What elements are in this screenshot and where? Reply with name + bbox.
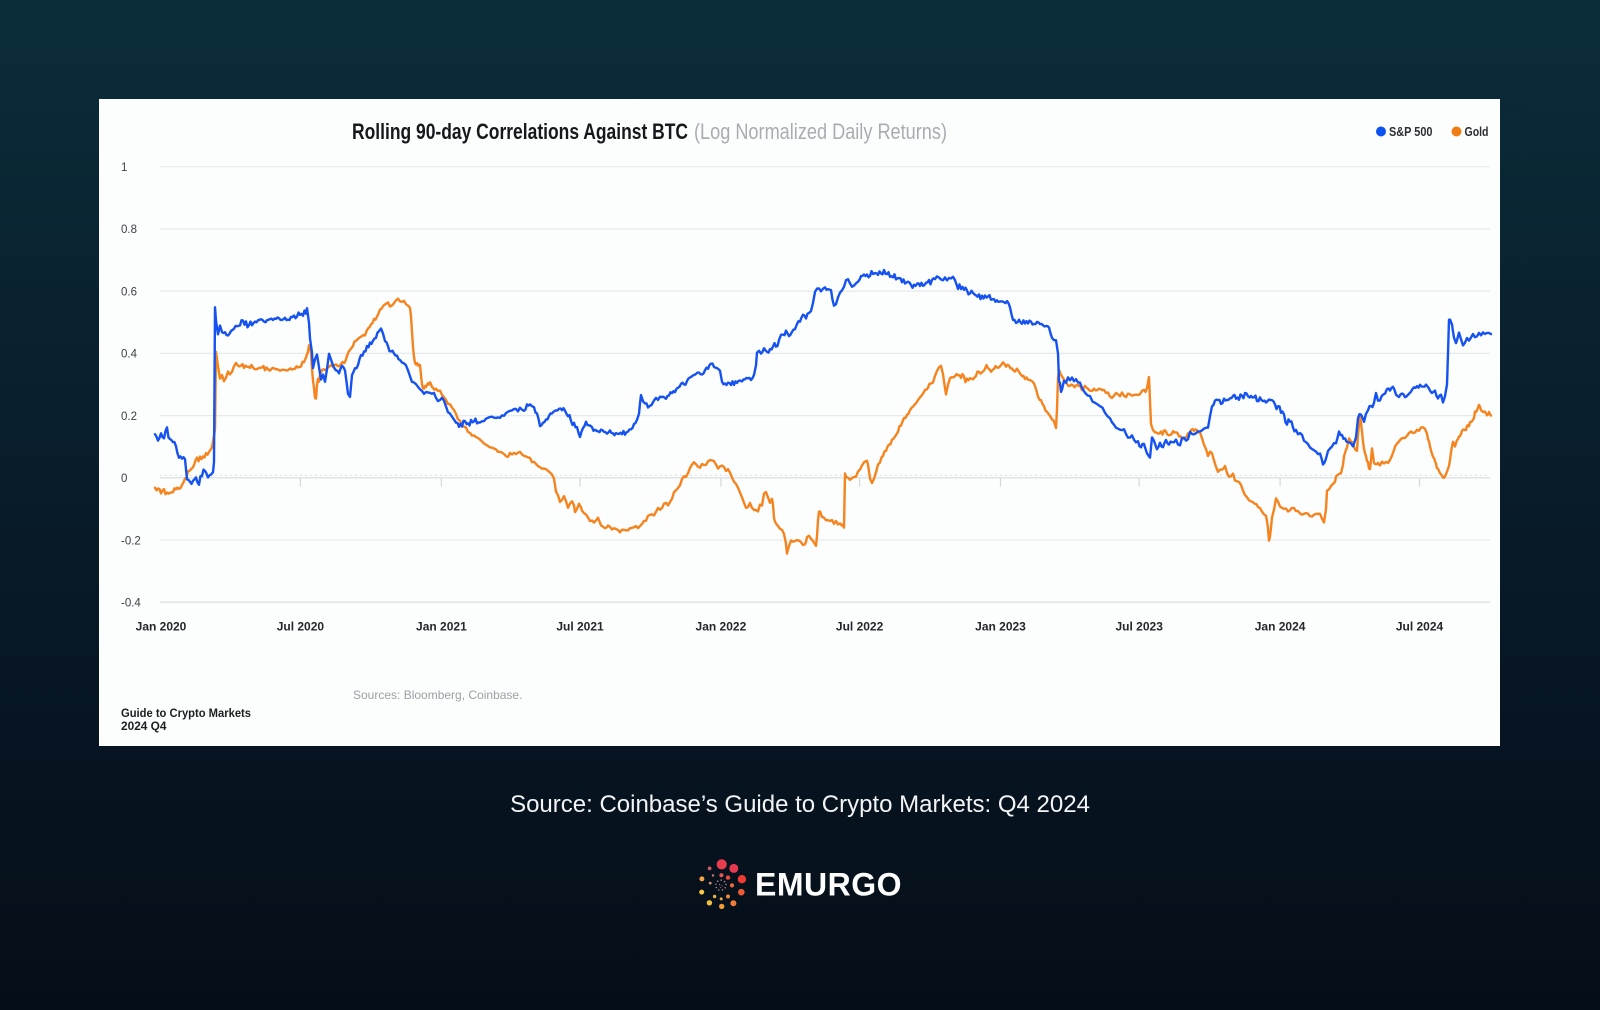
svg-text:Jul 2024: Jul 2024 <box>1396 620 1444 634</box>
svg-text:0.2: 0.2 <box>121 411 137 423</box>
svg-text:Source: Coinbase’s Guide to Cr: Source: Coinbase’s Guide to Crypto Marke… <box>510 791 1090 818</box>
svg-text:0.6: 0.6 <box>121 286 137 298</box>
svg-text:0.4: 0.4 <box>121 349 138 361</box>
svg-text:1: 1 <box>121 162 127 174</box>
svg-text:(Log Normalized Daily Returns): (Log Normalized Daily Returns) <box>694 119 947 144</box>
svg-text:2024 Q4: 2024 Q4 <box>121 719 167 733</box>
svg-text:Jul 2021: Jul 2021 <box>556 620 604 634</box>
svg-text:0.8: 0.8 <box>121 224 137 236</box>
svg-text:Jan 2020: Jan 2020 <box>136 620 187 634</box>
svg-text:Sources: Bloomberg, Coinbase.: Sources: Bloomberg, Coinbase. <box>353 688 522 702</box>
svg-text:Jan 2021: Jan 2021 <box>416 620 467 634</box>
svg-text:Jan 2023: Jan 2023 <box>975 620 1026 634</box>
svg-text:Rolling 90-day Correlations Ag: Rolling 90-day Correlations Against BTC <box>352 119 688 144</box>
svg-text:Gold: Gold <box>1465 125 1489 139</box>
svg-text:Jul 2020: Jul 2020 <box>277 620 325 634</box>
svg-text:0: 0 <box>121 473 127 485</box>
svg-text:-0.4: -0.4 <box>121 598 141 610</box>
svg-text:Guide to Crypto Markets: Guide to Crypto Markets <box>121 706 251 720</box>
svg-text:-0.2: -0.2 <box>121 535 141 547</box>
svg-text:Jan 2022: Jan 2022 <box>696 620 747 634</box>
svg-text:Jul 2023: Jul 2023 <box>1116 620 1164 634</box>
svg-text:EMURGO: EMURGO <box>755 867 902 903</box>
svg-text:Jan 2024: Jan 2024 <box>1255 620 1306 634</box>
svg-text:Jul 2022: Jul 2022 <box>836 620 884 634</box>
svg-text:S&P 500: S&P 500 <box>1389 125 1433 139</box>
